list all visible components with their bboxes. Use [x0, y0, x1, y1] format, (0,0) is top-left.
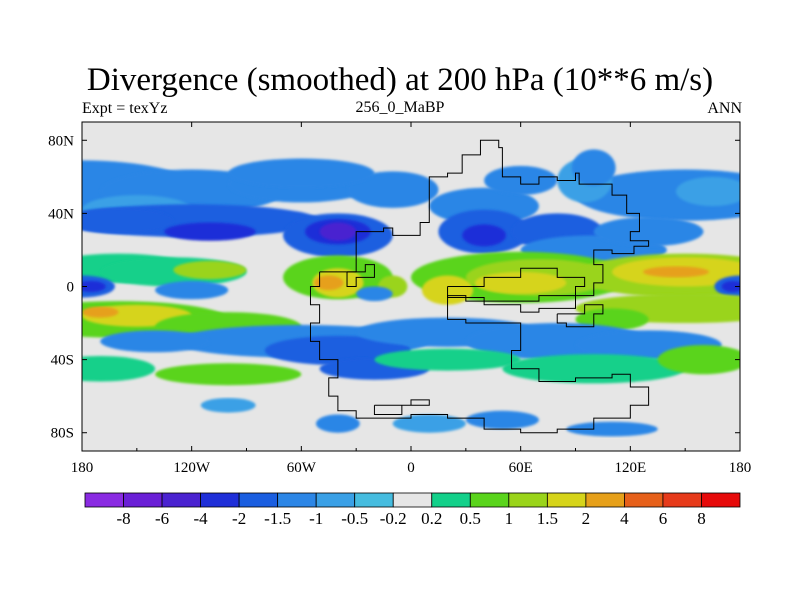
colorbar-label: 0.2	[421, 509, 442, 528]
colorbar: -8 -6 -4 -2 -1.5 -1 -0.5 -0.2 0.2 0.5 1 1.5 2 4 6 8	[84, 492, 741, 528]
colorbar-swatch	[123, 492, 163, 508]
contour-region	[593, 217, 704, 247]
lat-tick-label: 80S	[51, 426, 74, 442]
contour-region	[721, 281, 740, 292]
contour-region	[314, 275, 344, 291]
colorbar-label: 2	[582, 509, 591, 528]
colorbar-label: 4	[620, 509, 629, 528]
colorbar-label: -1.5	[264, 509, 291, 528]
colorbar-swatch	[508, 492, 548, 508]
lat-tick-label: 40N	[48, 206, 74, 222]
contour-region	[462, 224, 507, 247]
left-string: Expt = texYz	[82, 100, 168, 117]
contour-region	[319, 222, 357, 241]
contour-region	[566, 421, 658, 437]
colorbar-label: -0.5	[341, 509, 368, 528]
coastline	[309, 139, 650, 434]
contour-region	[82, 281, 106, 292]
contour-fields	[82, 149, 740, 437]
lon-tick-label: 60W	[287, 460, 317, 476]
contour-region	[164, 222, 256, 241]
colorbar-swatch	[200, 492, 240, 508]
contour-region	[571, 149, 616, 186]
colorbar-label: 0.5	[460, 509, 481, 528]
contour-region	[82, 355, 156, 382]
colorbar-swatch	[84, 492, 124, 508]
contour-region	[200, 397, 256, 413]
coastline	[447, 267, 586, 302]
colorbar-swatch	[546, 492, 587, 508]
coastline	[556, 304, 604, 328]
colorbar-label: -2	[232, 509, 246, 528]
contour-region	[264, 335, 411, 366]
contour-region	[155, 281, 229, 300]
lon-tick-label: 60E	[509, 460, 533, 476]
coastline	[373, 399, 430, 415]
contour-region	[82, 306, 119, 318]
contour-region	[100, 330, 210, 353]
contour-region	[82, 207, 174, 234]
colorbar-label: 6	[659, 509, 668, 528]
colorbar-swatch	[431, 492, 471, 508]
coastline	[346, 264, 375, 287]
colorbar-swatch	[701, 492, 741, 508]
colorbar-swatch	[354, 492, 394, 508]
colorbar-label: -0.2	[380, 509, 407, 528]
colorbar-swatch	[392, 492, 433, 508]
contour-region	[356, 286, 393, 302]
colorbar-swatch	[469, 492, 510, 508]
colorbar-swatch	[624, 492, 664, 508]
axis-ticks: 180 120W 60W 0 60E 120E 180 80N 40N 0 40S 80S	[48, 122, 751, 476]
lon-tick-label: 120E	[614, 460, 646, 476]
contour-region	[228, 158, 375, 188]
right-string: ANN	[707, 100, 742, 117]
colorbar-swatch	[238, 492, 279, 508]
lat-tick-label: 0	[67, 280, 75, 296]
colorbar-swatch	[277, 492, 317, 508]
colorbar-label: 8	[697, 509, 706, 528]
contour-region	[465, 410, 539, 430]
contour-region	[315, 414, 360, 433]
plot-title: Divergence (smoothed) at 200 hPa (10**6 …	[86, 62, 714, 98]
lat-tick-label: 80N	[48, 133, 74, 149]
lon-tick-label: 180	[71, 460, 94, 476]
contour-region	[643, 266, 709, 278]
colorbar-label: -6	[155, 509, 169, 528]
contour-region	[347, 171, 439, 208]
lon-tick-label: 120W	[173, 460, 211, 476]
lon-tick-label: 180	[729, 460, 752, 476]
colorbar-swatch	[315, 492, 356, 508]
colorbar-label: -8	[116, 509, 130, 528]
contour-region	[502, 354, 686, 384]
contour-region	[374, 348, 521, 371]
colorbar-label: 1	[505, 509, 514, 528]
contour-region	[173, 260, 247, 280]
contour-region	[392, 414, 466, 433]
colorbar-label: -1	[309, 509, 323, 528]
contour-region	[155, 363, 302, 386]
lon-tick-label: 0	[407, 460, 415, 476]
colorbar-swatch	[662, 492, 702, 508]
continent-outlines	[309, 139, 650, 434]
center-string: 256_0_MaBP	[355, 99, 445, 116]
colorbar-swatch	[585, 492, 625, 508]
colorbar-label: 1.5	[537, 509, 558, 528]
colorbar-label: -4	[194, 509, 209, 528]
contour-region	[676, 176, 740, 207]
lat-tick-label: 40S	[51, 353, 74, 369]
contour-region	[657, 344, 740, 375]
colorbar-swatch	[161, 492, 201, 508]
